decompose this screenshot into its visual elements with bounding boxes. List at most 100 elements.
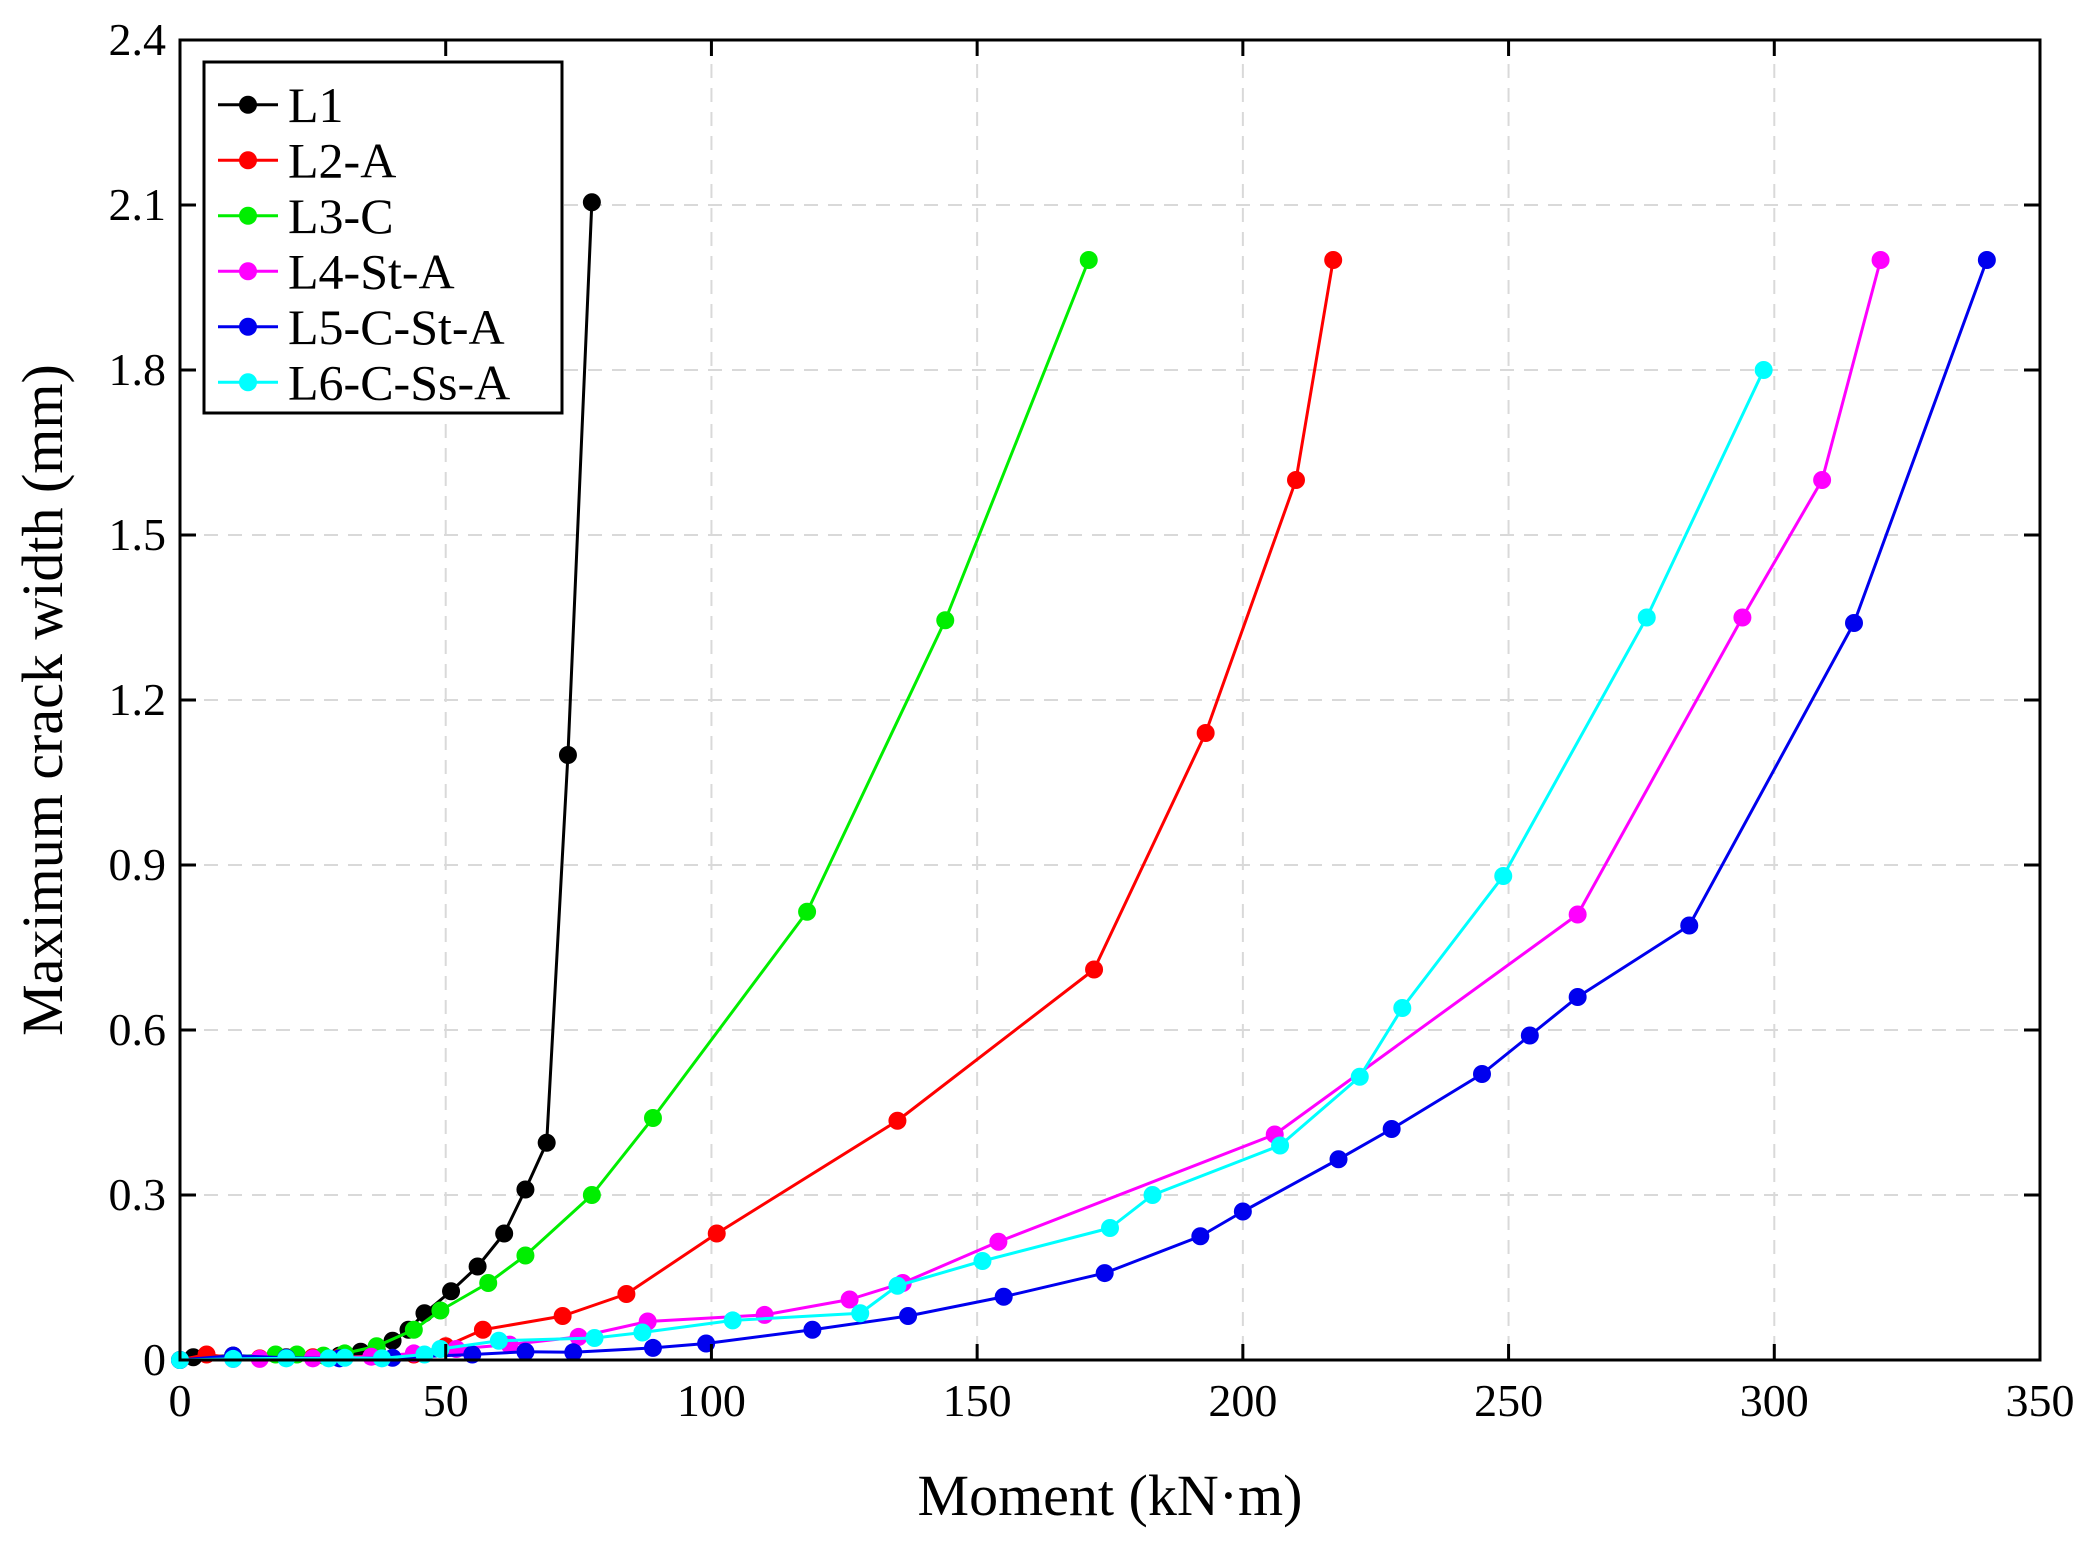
data-point: [1329, 1150, 1348, 1169]
x-tick-label: 0: [169, 1375, 192, 1426]
x-tick-label: 150: [943, 1375, 1012, 1426]
data-point: [973, 1252, 992, 1270]
legend-item: L3-C: [218, 188, 394, 244]
data-point: [1191, 1227, 1210, 1246]
data-point: [516, 1246, 535, 1265]
data-point: [1568, 988, 1587, 1006]
data-point: [479, 1274, 498, 1292]
data-point: [516, 1180, 535, 1199]
data-point: [1637, 608, 1656, 627]
y-tick-label: 1.2: [109, 674, 167, 725]
x-tick-label: 100: [677, 1375, 746, 1426]
data-point: [1085, 960, 1104, 979]
data-point: [558, 746, 577, 764]
data-point: [888, 1276, 907, 1295]
axis-ticks: 0 50 100 150 200 250 300 350 0 0.3 0.6 0.9 1.2 1.5 1.8…: [109, 14, 2075, 1426]
legend-label: L1: [288, 77, 344, 133]
data-point: [803, 1320, 822, 1339]
y-tick-label: 2.1: [109, 179, 167, 230]
data-point: [537, 1133, 556, 1152]
data-point: [415, 1304, 434, 1323]
data-point: [319, 1349, 338, 1368]
data-point: [277, 1349, 296, 1368]
y-axis-title: Maximum crack width (mm): [10, 364, 75, 1036]
y-tick-label: 2.4: [109, 14, 167, 65]
legend-swatch-marker: [239, 206, 257, 225]
y-tick-label: 0: [143, 1334, 166, 1385]
y-tick-label: 0.6: [109, 1004, 167, 1055]
data-point: [888, 1111, 907, 1130]
data-point: [564, 1343, 583, 1362]
data-point: [1977, 251, 1996, 269]
data-point: [1079, 251, 1098, 269]
data-point: [989, 1232, 1008, 1251]
data-point: [1350, 1067, 1369, 1086]
y-tick-label: 0.3: [109, 1169, 167, 1220]
data-point: [1233, 1202, 1252, 1221]
data-point: [840, 1290, 859, 1309]
data-point: [1382, 1120, 1401, 1138]
legend-label: L5-C-St-A: [288, 299, 505, 355]
x-tick-label: 300: [1740, 1375, 1809, 1426]
data-point: [489, 1331, 508, 1350]
legend-swatch-marker: [239, 262, 257, 281]
x-tick-label: 200: [1208, 1375, 1277, 1426]
data-point: [1813, 471, 1832, 489]
legend-label: L3-C: [288, 188, 394, 244]
data-point: [431, 1301, 450, 1320]
data-point: [1845, 614, 1863, 632]
x-axis-title: Moment (kN·m): [918, 1463, 1303, 1528]
legend-label: L2-A: [288, 132, 396, 188]
data-point: [569, 1327, 588, 1346]
data-point: [899, 1307, 918, 1325]
legend-label: L4-St-A: [288, 243, 455, 299]
series-layer: [171, 193, 1996, 1369]
data-point: [404, 1320, 423, 1339]
legend-item: L6-C-Ss-A: [218, 354, 510, 410]
legend-item: L1: [218, 77, 344, 133]
x-tick-label: 50: [423, 1375, 469, 1426]
data-point: [468, 1257, 487, 1276]
legend-swatch-marker: [239, 151, 257, 170]
data-point: [495, 1224, 514, 1243]
data-point: [473, 1320, 492, 1339]
data-point: [643, 1109, 662, 1127]
data-point: [617, 1285, 636, 1303]
y-tick-label: 1.5: [109, 509, 167, 560]
data-point: [1568, 905, 1587, 924]
data-point: [1754, 361, 1773, 379]
data-point: [1287, 471, 1305, 489]
legend-swatch-marker: [239, 95, 257, 114]
data-point: [994, 1287, 1013, 1306]
data-point: [1494, 867, 1513, 885]
y-tick-label: 0.9: [109, 839, 167, 890]
data-point: [442, 1282, 461, 1301]
data-point: [1101, 1219, 1119, 1237]
data-point: [1393, 999, 1412, 1017]
legend-swatch-marker: [239, 373, 257, 392]
data-point: [582, 1186, 601, 1204]
data-point: [335, 1348, 354, 1367]
data-point: [633, 1323, 652, 1342]
legend-label: L6-C-Ss-A: [288, 354, 510, 410]
data-point: [643, 1338, 662, 1357]
legend-box: [202, 60, 564, 415]
data-point: [1196, 724, 1215, 742]
legend-swatch-marker: [239, 317, 257, 336]
data-point: [851, 1304, 870, 1323]
x-tick-label: 250: [1474, 1375, 1543, 1426]
data-point: [582, 193, 601, 212]
data-point: [516, 1342, 535, 1361]
data-point: [798, 902, 817, 921]
data-point: [585, 1329, 604, 1347]
data-point: [1143, 1186, 1162, 1204]
data-point: [1324, 251, 1343, 269]
legend-item: L5-C-St-A: [218, 299, 505, 355]
y-tick-label: 1.8: [109, 344, 167, 395]
data-point: [1473, 1065, 1491, 1083]
data-point: [1871, 251, 1890, 269]
data-point: [707, 1224, 726, 1243]
data-point: [372, 1349, 391, 1368]
legend-item: L4-St-A: [218, 243, 455, 299]
data-point: [1271, 1136, 1290, 1155]
